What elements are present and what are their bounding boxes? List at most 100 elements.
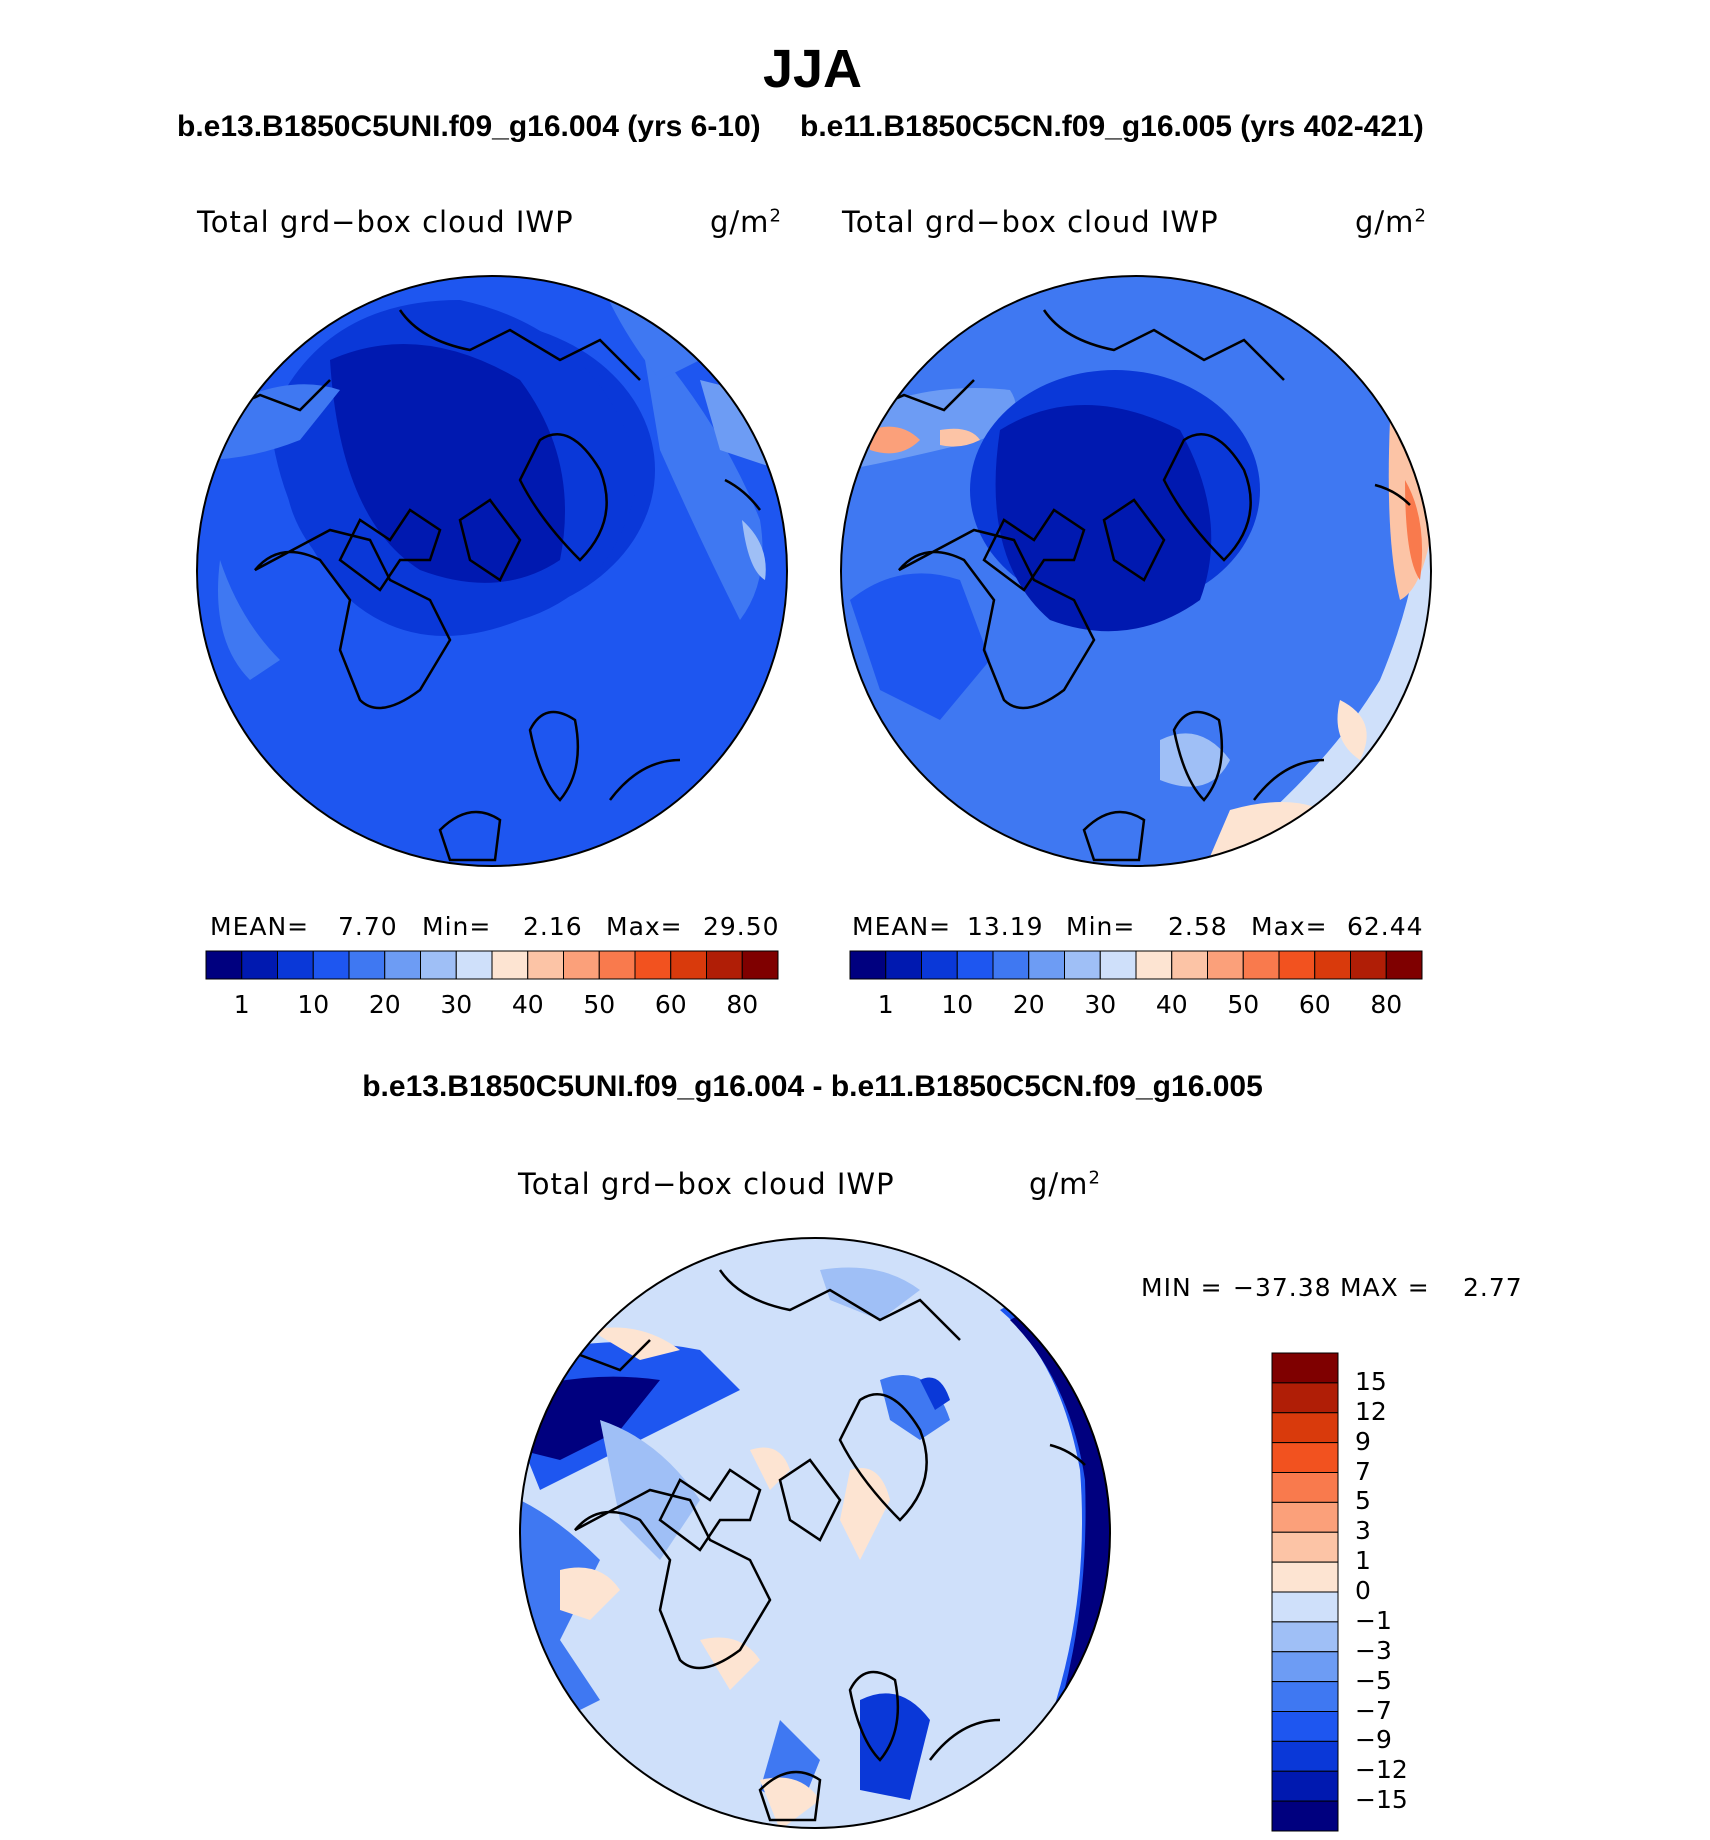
right-max-label: Max=: [1251, 912, 1328, 941]
left-max-label: Max=: [606, 912, 683, 941]
colorbar-tick-label: 1: [1355, 1546, 1371, 1576]
colorbar-tick-label: 30: [1084, 990, 1117, 1019]
colorbar-tick-label: 80: [1370, 990, 1403, 1019]
difference-map-border: [519, 1237, 1111, 1829]
colorbar-swatch: [241, 950, 278, 980]
colorbar-swatch: [491, 950, 529, 980]
colorbar-swatch: [312, 950, 350, 980]
colorbar-swatch: [885, 950, 922, 980]
colorbar-swatch: [1271, 1531, 1339, 1563]
colorbar-tick-label: 40: [1155, 990, 1188, 1019]
colorbar-swatch: [1271, 1800, 1339, 1832]
left-min-label: Min=: [422, 912, 492, 941]
colorbar-swatch: [1271, 1651, 1339, 1683]
colorbar-swatch: [455, 950, 493, 980]
difference-colorbar: [1271, 1352, 1339, 1832]
colorbar-swatch: [1278, 950, 1316, 980]
colorbar-swatch: [1099, 950, 1137, 980]
colorbar-swatch: [1271, 1472, 1339, 1503]
left-units-label: g/m2: [710, 205, 782, 239]
right-map-border: [840, 275, 1432, 867]
difference-title: b.e13.B1850C5UNI.f09_g16.004 - b.e11.B18…: [362, 1070, 1263, 1103]
diff-min-label: MIN =: [1141, 1273, 1223, 1302]
left-map-border: [196, 275, 788, 867]
colorbar-tick-label: −12: [1355, 1755, 1408, 1785]
colorbar-tick-label: 80: [726, 990, 759, 1019]
colorbar-swatch: [1350, 950, 1387, 980]
diff-variable-label: Total grd−box cloud IWP: [518, 1167, 895, 1201]
colorbar-swatch: [563, 950, 600, 980]
right-mean-value: 13.19: [967, 912, 1044, 941]
right-mean-label: MEAN=: [852, 912, 952, 941]
left-run-title: b.e13.B1850C5UNI.f09_g16.004 (yrs 6-10): [177, 110, 761, 143]
colorbar-tick-label: 5: [1355, 1486, 1371, 1516]
colorbar-swatch: [205, 950, 243, 980]
colorbar-swatch: [921, 950, 958, 980]
colorbar-swatch: [384, 950, 421, 980]
figure-title: JJA: [762, 39, 863, 99]
colorbar-tick-label: −3: [1355, 1635, 1392, 1665]
colorbar-swatch: [1271, 1740, 1339, 1772]
colorbar-swatch: [527, 950, 564, 980]
colorbar-swatch: [1271, 1621, 1339, 1653]
left-max-value: 29.50: [703, 912, 780, 941]
colorbar-tick-label: 0: [1355, 1576, 1371, 1605]
diff-max-label: MAX =: [1340, 1273, 1430, 1302]
colorbar-swatch: [1271, 1412, 1339, 1444]
colorbar-swatch: [741, 950, 779, 980]
colorbar-swatch: [1271, 1711, 1339, 1742]
colorbar-swatch: [992, 950, 1030, 980]
colorbar-swatch: [1135, 950, 1173, 980]
colorbar-swatch: [670, 950, 707, 980]
difference-coastlines: [520, 1269, 1086, 1822]
colorbar-swatch: [1314, 950, 1351, 980]
colorbar-swatch: [598, 950, 636, 980]
right-units-label: g/m2: [1355, 205, 1427, 239]
colorbar-tick-label: 10: [941, 990, 974, 1019]
diff-units-label: g/m2: [1029, 1167, 1101, 1201]
colorbar-swatch: [1271, 1382, 1339, 1414]
colorbar-swatch: [1385, 950, 1423, 980]
colorbar-tick-label: 12: [1355, 1396, 1387, 1426]
colorbar-swatch: [956, 950, 994, 980]
colorbar-tick-label: 20: [368, 990, 401, 1019]
left-coastlines: [199, 309, 761, 862]
colorbar-swatch: [1064, 950, 1101, 980]
right-variable-label: Total grd−box cloud IWP: [842, 205, 1219, 239]
colorbar-swatch: [1171, 950, 1208, 980]
left-mean-label: MEAN=: [210, 912, 310, 941]
colorbar-tick-label: 60: [1298, 990, 1331, 1019]
colorbar-swatch: [1271, 1770, 1339, 1802]
colorbar-swatch: [1271, 1561, 1339, 1593]
left-min-value: 2.16: [523, 912, 583, 941]
right-min-label: Min=: [1066, 912, 1136, 941]
colorbar-tick-label: −1: [1355, 1605, 1392, 1635]
colorbar-tick-label: 9: [1355, 1426, 1371, 1456]
colorbar-tick-label: 7: [1355, 1456, 1371, 1486]
colorbar-tick-label: −5: [1355, 1665, 1392, 1695]
colorbar-tick-label: 20: [1012, 990, 1045, 1019]
colorbar-tick-label: 3: [1355, 1516, 1371, 1546]
colorbar-swatch: [420, 950, 457, 980]
right-max-value: 62.44: [1347, 912, 1424, 941]
colorbar-tick-label: 1: [877, 990, 894, 1019]
colorbar-tick-label: 30: [440, 990, 473, 1019]
colorbar-swatch: [1242, 950, 1280, 980]
right-colorbar: [849, 950, 1423, 980]
colorbar-swatch: [1207, 950, 1244, 980]
colorbar-swatch: [849, 950, 887, 980]
colorbar-swatch: [1271, 1591, 1339, 1623]
colorbar-tick-label: 40: [511, 990, 544, 1019]
left-polar-map: [197, 276, 787, 866]
left-colorbar: [205, 950, 779, 980]
colorbar-swatch: [1271, 1352, 1339, 1384]
right-run-title: b.e11.B1850C5CN.f09_g16.005 (yrs 402-421…: [800, 110, 1424, 143]
colorbar-tick-label: 50: [1227, 990, 1260, 1019]
colorbar-swatch: [634, 950, 672, 980]
diff-min-value: −37.38: [1233, 1273, 1332, 1302]
colorbar-swatch: [1271, 1442, 1339, 1473]
left-mean-value: 7.70: [338, 912, 398, 941]
colorbar-swatch: [1271, 1681, 1339, 1712]
colorbar-tick-label: −15: [1355, 1785, 1408, 1815]
